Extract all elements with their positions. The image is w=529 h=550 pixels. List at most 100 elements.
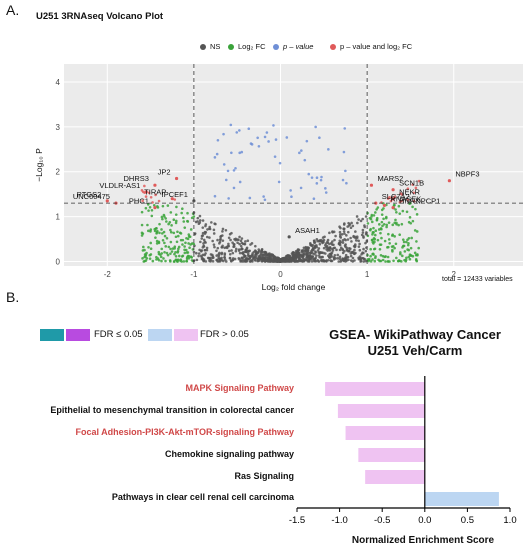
annotated-point-1 [144, 190, 148, 194]
volcano-point [327, 148, 330, 151]
volcano-point [182, 260, 186, 263]
volcano-point [189, 228, 193, 231]
volcano-point [240, 150, 244, 154]
volcano-point [289, 256, 293, 259]
annotation-nbpf3: NBPF3 [455, 170, 479, 179]
volcano-point [385, 225, 388, 229]
category-label-5: Ras Signaling [234, 471, 294, 481]
volcano-point [382, 207, 385, 210]
volcano-point [208, 236, 211, 239]
enrichment-bar-2 [337, 404, 425, 418]
volcano-point [335, 248, 338, 252]
volcano-point [408, 216, 412, 219]
volcano-point [219, 235, 222, 239]
volcano-point [357, 245, 361, 248]
volcano-point [190, 216, 194, 220]
volcano-axes: -2 -1 0 1 2 0 1 2 3 4 Log₂ fold change −Log₁₀ P [34, 78, 456, 292]
volcano-point [238, 151, 241, 155]
volcano-point [405, 210, 409, 214]
legend-ns: NS [200, 42, 220, 51]
volcano-point [401, 209, 405, 213]
volcano-point [411, 205, 414, 209]
enrichment-bar-3 [345, 426, 425, 440]
annotated-point-2 [174, 176, 179, 181]
volcano-point [328, 242, 331, 246]
y-tick-label-3: 3 [56, 123, 61, 132]
volcano-point [370, 213, 374, 217]
volcano-point [186, 211, 189, 215]
volcano-point [195, 258, 199, 262]
volcano-point [160, 259, 163, 263]
volcano-point [375, 218, 379, 222]
volcano-point [357, 256, 360, 260]
volcano-point [249, 260, 252, 263]
volcano-point [238, 129, 241, 132]
volcano-plot-area [64, 64, 523, 266]
volcano-point [366, 222, 370, 225]
volcano-point [219, 237, 222, 241]
volcano-point [157, 241, 161, 245]
volcano-point [273, 155, 277, 158]
volcano-point [318, 251, 322, 254]
volcano-point [157, 250, 161, 254]
volcano-point [189, 243, 192, 246]
volcano-point [221, 230, 224, 233]
volcano-point [377, 258, 380, 262]
volcano-point [224, 178, 228, 182]
volcano-point [341, 178, 345, 182]
volcano-point [178, 254, 181, 258]
annotation-vldlr-as1: VLDLR-AS1 [99, 181, 140, 190]
volcano-point [251, 260, 254, 263]
volcano-point [397, 223, 400, 227]
volcano-point [399, 252, 402, 256]
volcano-point [307, 172, 311, 176]
volcano-point [373, 259, 377, 263]
volcano-point [187, 255, 191, 258]
volcano-point [344, 253, 348, 257]
annotation-ipcef1: IPCEF1 [162, 190, 188, 199]
volcano-point [238, 235, 241, 239]
volcano-point [262, 195, 265, 198]
volcano-point [240, 260, 243, 263]
x-tick-label-2: 0 [278, 270, 283, 279]
volcano-point [218, 251, 221, 255]
volcano-point [354, 235, 357, 239]
volcano-point [149, 195, 153, 199]
volcano-point [210, 221, 213, 224]
volcano-point [161, 217, 164, 221]
volcano-point [160, 228, 163, 231]
fdr-lightpink-swatch [174, 329, 198, 341]
volcano-point [338, 248, 342, 252]
volcano-point [140, 223, 144, 227]
volcano-point [220, 251, 224, 255]
volcano-point [183, 251, 187, 255]
volcano-point [230, 249, 233, 252]
volcano-point [204, 230, 208, 234]
volcano-point [161, 232, 164, 235]
gsea-xlabel: Normalized Enrichment Score [351, 535, 495, 546]
volcano-point [391, 233, 395, 236]
volcano-point [416, 254, 419, 257]
volcano-point [338, 225, 341, 229]
volcano-point [231, 251, 235, 255]
volcano-point [380, 213, 384, 216]
volcano-point [375, 208, 378, 211]
volcano-point [239, 244, 243, 248]
volcano-point [198, 219, 202, 222]
volcano-point [387, 245, 390, 249]
volcano-point [229, 259, 233, 262]
volcano-point [338, 242, 341, 245]
annotated-point-0 [153, 183, 157, 187]
volcano-point [374, 229, 378, 233]
volcano-point [174, 254, 178, 258]
volcano-point [267, 252, 270, 256]
volcano-point [148, 253, 152, 257]
volcano-point [341, 251, 345, 255]
volcano-point [212, 232, 216, 235]
volcano-point [302, 259, 306, 262]
volcano-point [406, 198, 410, 201]
volcano-point [277, 259, 281, 262]
volcano-point [403, 258, 406, 262]
volcano-point [160, 247, 164, 251]
volcano-point [342, 227, 345, 231]
